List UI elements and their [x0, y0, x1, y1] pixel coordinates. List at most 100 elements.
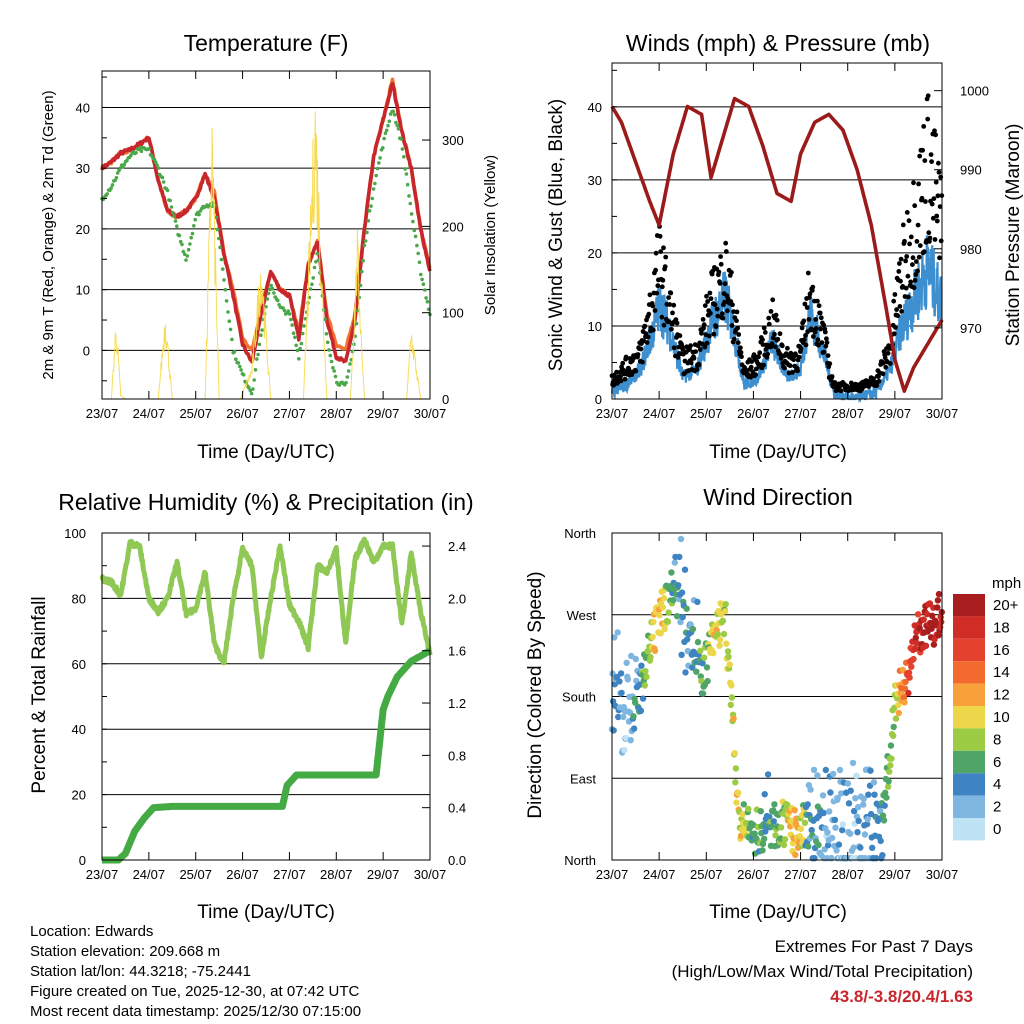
- dewpoint-point: [193, 217, 197, 222]
- wind-direction-point: [676, 553, 683, 561]
- gust-point: [699, 330, 704, 336]
- wind-direction-point: [935, 632, 942, 639]
- temperature-y-tick-label: 10: [76, 283, 90, 298]
- colorbar-label: 8: [993, 731, 1001, 748]
- wind-direction-point: [731, 750, 738, 757]
- winds-ticks: 23/07 24/07 25/07 26/07 27/07 28/07 29/07 30/07…: [588, 63, 989, 421]
- wind-direction-point: [870, 779, 878, 786]
- dewpoint-point: [358, 283, 363, 288]
- dewpoint-point: [110, 183, 115, 187]
- gust-point: [934, 213, 940, 219]
- colorbar-label: 2: [993, 799, 1001, 816]
- winds-plot-frame: [611, 62, 943, 400]
- gust-point: [898, 278, 903, 284]
- dewpoint-point: [134, 151, 138, 155]
- dewpoint-point: [378, 156, 382, 160]
- gust-point: [799, 325, 805, 331]
- gust-point: [811, 334, 816, 339]
- wind-direction-point: [855, 817, 862, 825]
- gust-point: [876, 378, 882, 384]
- wind-direction-point: [912, 634, 919, 641]
- wind-direction-point: [934, 597, 942, 604]
- gust-point: [904, 254, 910, 259]
- gust-point: [774, 317, 780, 323]
- wind-direction-point: [847, 787, 854, 794]
- gust-point: [653, 250, 659, 256]
- gust-point: [730, 302, 735, 308]
- wind-direction-point: [701, 654, 708, 661]
- temperature-title: Temperature (F): [184, 30, 349, 56]
- gust-point: [894, 307, 899, 312]
- gust-point: [815, 337, 821, 343]
- temperature-y2-tick-label: 200: [442, 219, 464, 234]
- gust-point: [925, 116, 931, 122]
- dewpoint-point: [413, 234, 418, 239]
- gust-point: [921, 249, 927, 255]
- wind-direction-point: [720, 630, 728, 638]
- dewpoint-point: [421, 282, 426, 287]
- gust-point: [832, 380, 838, 385]
- gust-point: [897, 304, 903, 309]
- gust-point: [706, 333, 712, 339]
- direction-x-tick-label: 30/07: [926, 867, 959, 882]
- dewpoint-point: [392, 112, 397, 117]
- direction-x-tick-label: 23/07: [596, 867, 629, 882]
- dewpoint-point: [321, 308, 326, 312]
- temperature-y-tick-label: 20: [76, 222, 90, 237]
- wind-direction-point: [735, 789, 742, 797]
- gust-point: [722, 299, 727, 305]
- direction-x-tick-label: 24/07: [643, 867, 676, 882]
- colorbar-label: 6: [993, 754, 1001, 771]
- wind-direction-point: [883, 794, 890, 801]
- gust-point: [729, 270, 734, 275]
- winds-y-tick-label: 20: [588, 246, 602, 261]
- gust-point: [937, 204, 943, 210]
- gust-point: [908, 234, 914, 240]
- figure-created: Figure created on Tue, 2025-12-30, at 07…: [30, 983, 360, 1000]
- gust-point: [883, 364, 889, 370]
- extremes-subheading: (High/Low/Max Wind/Total Precipitation): [671, 962, 973, 981]
- gust-point: [642, 323, 648, 329]
- gust-point: [827, 361, 833, 367]
- temperature-right-axis-label: Solar Insolation (Yellow): [482, 155, 499, 315]
- wind-direction-point: [854, 829, 861, 836]
- wind-direction-point: [730, 715, 737, 722]
- wind-direction-point: [827, 789, 834, 796]
- gust-point: [714, 306, 720, 312]
- wind-direction-point: [861, 831, 869, 838]
- wind-direction-point: [920, 616, 927, 623]
- sonic-wind-line: [610, 235, 943, 404]
- wind-direction-point: [759, 847, 766, 854]
- wind-direction-point: [668, 569, 675, 576]
- wind-direction-point: [926, 600, 934, 607]
- wind-direction-point: [828, 834, 836, 842]
- gust-point: [667, 302, 673, 307]
- gust-point: [818, 326, 824, 332]
- wind-direction-point: [900, 694, 908, 701]
- colorbar-title: mph: [992, 575, 1021, 592]
- dewpoint-point: [299, 341, 304, 346]
- wind-direction-point: [678, 589, 686, 596]
- temperature-x-tick-label: 27/07: [273, 406, 306, 421]
- dewpoint-point: [236, 361, 241, 365]
- gust-point: [738, 345, 743, 351]
- winds-x-tick-label: 28/07: [831, 406, 864, 421]
- dewpoint-point: [386, 123, 390, 128]
- dewpoint-point: [331, 366, 335, 370]
- wind-direction-point: [822, 766, 829, 774]
- dewpoint-point: [185, 254, 190, 258]
- gust-point: [930, 215, 936, 221]
- wind-direction-point: [863, 820, 871, 828]
- gust-point: [893, 325, 898, 330]
- colorbar-label: 4: [993, 776, 1001, 793]
- colorbar-swatch: [953, 616, 985, 639]
- gust-point: [916, 254, 922, 260]
- gust-point: [907, 241, 912, 247]
- dewpoint-point: [156, 166, 161, 170]
- winds-x-tick-label: 26/07: [737, 406, 770, 421]
- station-info: Location: Edwards Station elevation: 209…: [30, 922, 361, 1022]
- gust-point: [618, 374, 623, 379]
- winds-left-axis-label: Sonic Wind & Gust (Blue, Black): [546, 99, 567, 371]
- gust-point: [900, 222, 906, 228]
